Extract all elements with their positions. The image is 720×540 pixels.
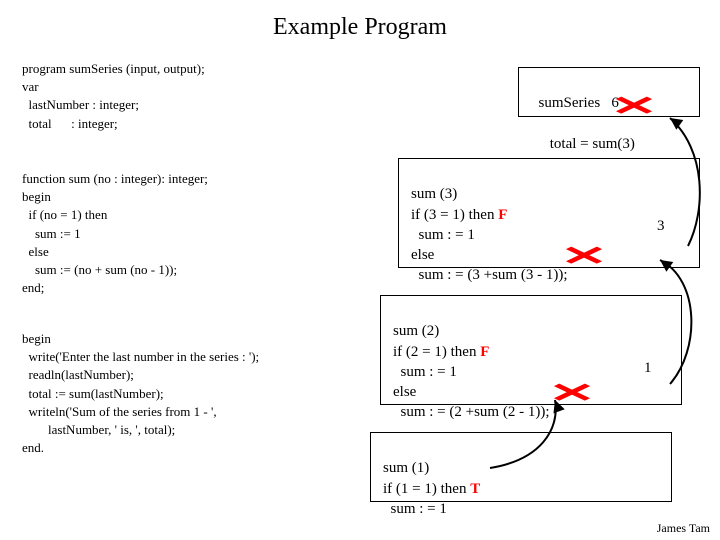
code-block-function: function sum (no : integer): integer; be…	[22, 170, 208, 297]
sum2-else: else	[393, 384, 416, 400]
sum2-expr-b: sum (2 - 1)	[474, 404, 540, 420]
sum2-expr-a: sum : = (2 +	[393, 404, 474, 420]
page-title: Example Program	[0, 14, 720, 41]
total-lhs: total =	[550, 136, 593, 152]
sum3-expr-b: sum (3 - 1)	[492, 267, 558, 283]
return-value-1: 1	[644, 360, 652, 377]
frame-sum3: sum (3) if (3 = 1) then F sum : = 1 else…	[398, 158, 700, 268]
sum3-expr-a: sum : = (3 +	[411, 267, 492, 283]
return-value-3: 3	[657, 218, 665, 235]
sum3-cond: if (3 = 1) then	[411, 207, 498, 223]
sum2-cond: if (2 = 1) then	[393, 344, 480, 360]
frame-sumseries: sumSeries 6 total = sum(3)	[518, 67, 700, 117]
sum3-expr-c: );	[558, 267, 567, 283]
sum1-cond: if (1 = 1) then	[383, 481, 470, 497]
code-block-main: begin write('Enter the last number in th…	[22, 330, 259, 457]
footer-credit: James Tam	[657, 521, 710, 536]
total-expr: total = sum(3)	[550, 136, 635, 152]
return-value-6: 6	[611, 95, 619, 111]
sum1-header: sum (1)	[383, 460, 429, 476]
sum2-then: sum : = 1	[393, 364, 457, 380]
sum1-tf: T	[470, 481, 480, 497]
sum3-else: else	[411, 247, 434, 263]
frame-sum2: sum (2) if (2 = 1) then F sum : = 1 else…	[380, 295, 682, 405]
frame-sum1: sum (1) if (1 = 1) then T sum : = 1	[370, 432, 672, 502]
total-rhs: sum(3)	[592, 136, 635, 152]
sum3-tf: F	[498, 207, 507, 223]
frame-label: sumSeries	[539, 95, 601, 111]
code-block-program: program sumSeries (input, output); var l…	[22, 60, 205, 133]
sum2-header: sum (2)	[393, 323, 439, 339]
sum3-then: sum : = 1	[411, 227, 475, 243]
sum2-expr-c: );	[540, 404, 549, 420]
sum1-then: sum : = 1	[383, 501, 447, 517]
sum2-tf: F	[480, 344, 489, 360]
sum3-header: sum (3)	[411, 186, 457, 202]
